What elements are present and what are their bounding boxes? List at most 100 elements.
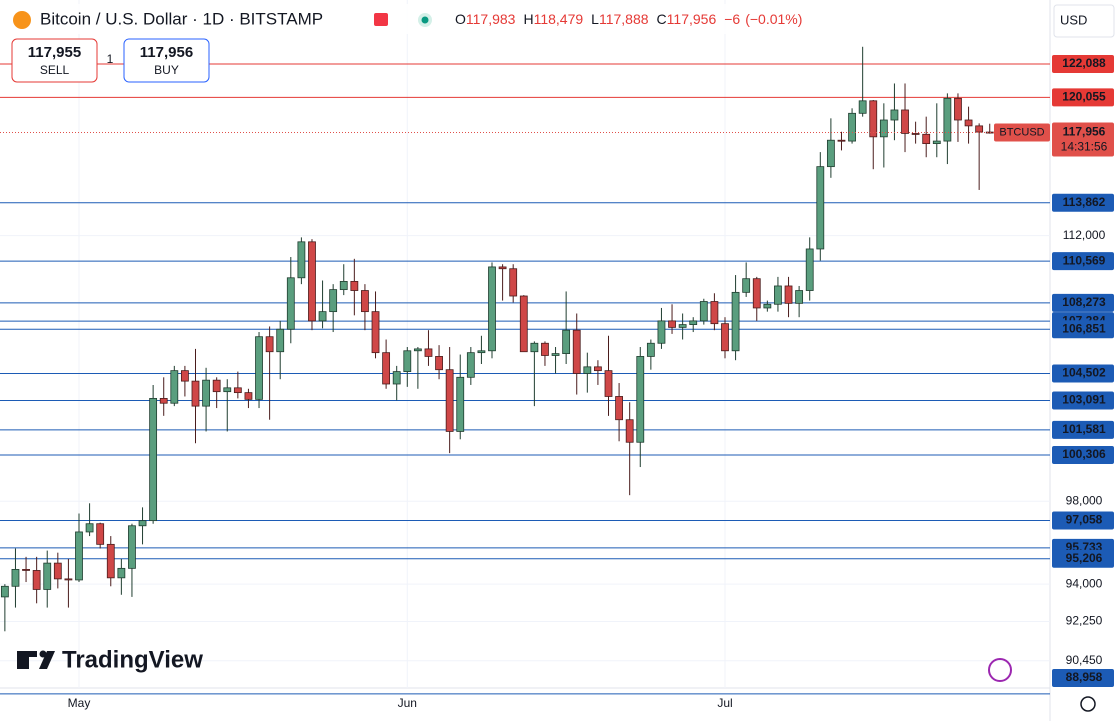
x-tick-label: Jun	[398, 696, 417, 710]
candle-body	[329, 289, 338, 313]
countdown: 14:31:56	[1061, 140, 1108, 154]
level-label-bg	[1052, 193, 1114, 212]
candle-body	[562, 329, 571, 355]
candle-body	[668, 320, 676, 328]
y-tick-label: 92,250	[1066, 614, 1103, 628]
candle-body	[858, 100, 867, 114]
candle-body	[350, 281, 359, 291]
status-dot	[421, 16, 429, 24]
candle-body	[848, 112, 856, 142]
candle-body	[519, 295, 528, 353]
candle-body	[763, 303, 772, 309]
candle-body	[191, 380, 200, 407]
candle-body	[826, 139, 835, 168]
level-label: 106,851	[1062, 321, 1106, 335]
candle-body	[657, 320, 666, 344]
candle-body	[53, 562, 62, 580]
candle-body	[964, 119, 973, 127]
header: Bitcoin / U.S. Dollar · 1D · BITSTAMP O1…	[0, 4, 860, 34]
candle-body	[276, 328, 285, 353]
symbol-tag: BTCUSD	[999, 126, 1044, 138]
candle-body	[625, 419, 634, 443]
y-tick-label: 94,000	[1066, 576, 1103, 590]
candle-body	[318, 311, 327, 322]
candle-body	[371, 311, 380, 354]
candle-body	[75, 531, 83, 581]
candle-body	[308, 241, 316, 322]
sell-price: 117,955	[28, 44, 81, 61]
candle-body	[911, 133, 920, 135]
candle-body	[890, 109, 899, 121]
flag-icon[interactable]	[374, 13, 388, 26]
branding: TradingView	[17, 646, 203, 673]
currency-button[interactable]	[1053, 4, 1115, 38]
logo-mark	[39, 651, 55, 669]
candle-body	[509, 268, 518, 297]
ohlc-value: 118,479	[534, 11, 584, 27]
price-axis: 112,000 98,000 94,000 92,250 90,450 122,088 12…	[994, 55, 1114, 687]
candle-body	[901, 109, 909, 134]
x-tick-label: May	[68, 696, 91, 710]
settings-icon[interactable]	[1080, 696, 1096, 712]
level-label: 103,091	[1062, 393, 1106, 407]
candle-body	[255, 336, 263, 400]
candle-body	[943, 97, 952, 142]
y-tick-label: 98,000	[1066, 493, 1103, 507]
candle-body	[382, 352, 391, 385]
candle-body	[731, 291, 740, 352]
assistant-icon[interactable]	[988, 658, 1012, 682]
buy-button[interactable]	[123, 38, 210, 83]
candle-body	[265, 336, 274, 353]
candle-body	[805, 248, 814, 291]
candle-body	[180, 370, 189, 382]
level-label-bg	[1052, 391, 1114, 410]
candle-body	[223, 387, 232, 393]
ohlc-key: L	[591, 11, 599, 27]
candle-body	[488, 266, 496, 352]
y-tick-label: 112,000	[1063, 228, 1106, 242]
candle-body	[85, 523, 94, 533]
sell-button[interactable]	[11, 38, 98, 83]
candle-body	[435, 356, 443, 371]
candle-body	[498, 266, 507, 270]
level-label-bg	[1052, 364, 1114, 383]
level-label-bg	[1052, 293, 1114, 312]
candle-body	[64, 578, 73, 581]
symbol-tag-bg	[994, 123, 1050, 142]
level-label-bg	[1052, 55, 1114, 74]
level-label: 122,088	[1062, 56, 1106, 70]
candle-body	[403, 350, 412, 372]
candle-body	[286, 277, 295, 330]
candle-body	[0, 585, 9, 598]
ohlc-legend: O117,983 H118,479 L117,888 C117,956 −6 (−0.01…	[455, 11, 802, 27]
candle-body	[22, 569, 30, 571]
candle-body	[837, 139, 846, 142]
candle-body	[233, 387, 242, 394]
candle-body	[932, 140, 941, 145]
candle-body	[466, 352, 475, 378]
candle-body	[689, 320, 698, 325]
candle-body	[710, 301, 719, 325]
level-label-bg	[1052, 420, 1114, 439]
candle-body	[784, 285, 793, 304]
level-label-bg	[1052, 445, 1114, 464]
level-label-bg	[1052, 88, 1114, 107]
candle-body	[96, 523, 105, 545]
sell-text: SELL	[40, 63, 70, 77]
level-label: 95,206	[1066, 551, 1103, 565]
last-price-bg	[1052, 122, 1114, 157]
level-label: 100,306	[1062, 447, 1106, 461]
candle-body	[742, 278, 751, 293]
candle-body	[699, 301, 708, 322]
ohlc-key: C	[657, 11, 667, 27]
ohlc-key: O	[455, 11, 466, 27]
candle-body	[721, 323, 729, 352]
trade-buttons: 117,955 SELL 1 117,956 BUY	[11, 38, 210, 83]
candle-body	[646, 342, 655, 357]
candle-body	[572, 329, 581, 374]
candle-body	[361, 290, 369, 313]
candle-body	[477, 350, 486, 354]
candle-body	[816, 166, 825, 250]
level-label: 101,581	[1062, 422, 1106, 436]
